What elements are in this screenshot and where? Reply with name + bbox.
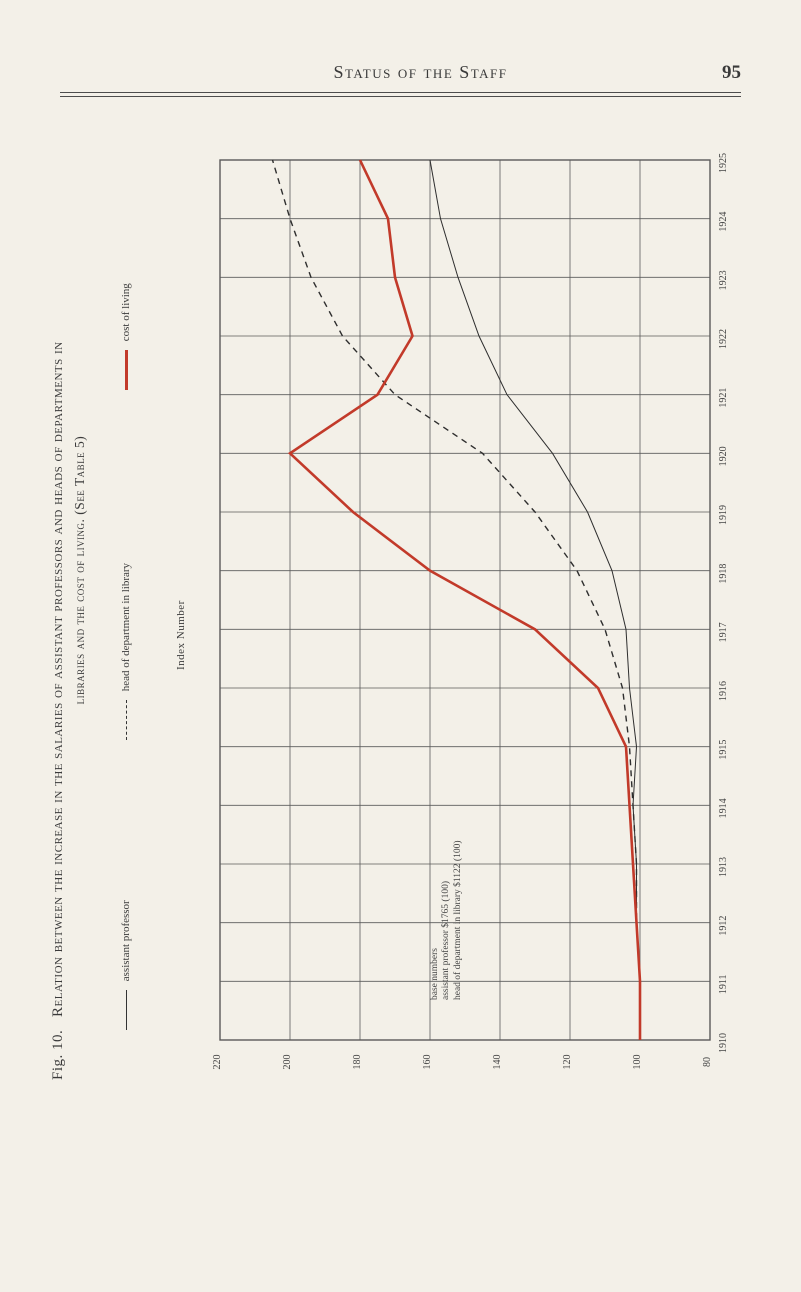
base-note-title: base numbers	[430, 948, 440, 1000]
legend-assistant-prof: assistant professor	[120, 900, 132, 1030]
year-tick-label: 1917	[718, 622, 729, 642]
index-tick-label: 220	[212, 1055, 223, 1070]
year-tick-label: 1913	[718, 857, 729, 877]
index-tick-label: 200	[282, 1055, 293, 1070]
year-tick-label: 1911	[718, 975, 729, 995]
figure-label-text: Fig. 10.	[50, 1030, 66, 1080]
year-tick-label: 1921	[718, 388, 729, 408]
running-head: Status of the Staff	[333, 62, 507, 83]
index-tick-label: 100	[632, 1055, 643, 1070]
index-tick-label: 120	[562, 1055, 573, 1070]
header-rule-heavy	[60, 92, 741, 93]
index-tick-label: 80	[702, 1057, 713, 1067]
index-tick-label: 140	[492, 1055, 503, 1070]
chart: 1910 1911 1912 1913 1914 1915 1916 1917 1918 1919…	[180, 150, 740, 1080]
figure-caption-2: libraries and the cost of living. (See T…	[72, 120, 88, 1020]
figure-caption-row2: libraries and the cost of living. (See T…	[72, 120, 88, 1020]
year-tick-label: 1924	[718, 212, 729, 232]
legend-label-1: assistant professor	[120, 900, 132, 981]
legend-label-3: cost of living	[120, 283, 132, 341]
page: Status of the Staff 95 Fig. 10. Relation…	[0, 0, 801, 1292]
figure-label: Fig. 10. Relation between the increase i…	[50, 341, 67, 1080]
legend-swatch-thin-line	[126, 990, 127, 1030]
year-tick-label: 1923	[718, 270, 729, 290]
legend-head-dept: head of department in library	[120, 563, 132, 740]
legend-swatch-dash-line	[126, 700, 127, 740]
year-tick-label: 1915	[718, 740, 729, 760]
running-head-row: Status of the Staff 95	[100, 62, 741, 90]
y-axis-title: Index Number	[175, 600, 187, 670]
base-note-l2: head of department in library $1122 (100…	[453, 840, 463, 1000]
year-tick-label: 1914	[718, 798, 729, 818]
year-tick-label: 1918	[718, 564, 729, 584]
year-tick-label: 1925	[718, 153, 729, 173]
year-tick-label: 1922	[718, 329, 729, 349]
year-tick-label: 1916	[718, 681, 729, 701]
figure-caption-1: Relation between the increase in the sal…	[50, 341, 66, 1017]
series-cost-of-living	[290, 160, 640, 1040]
year-tick-label: 1920	[718, 446, 729, 466]
legend-swatch-red-line	[125, 350, 128, 390]
header-rule-light	[60, 96, 741, 97]
index-tick-label: 180	[352, 1055, 363, 1070]
base-note-l1: assistant professor $1765 (100)	[441, 881, 451, 1000]
legend-label-2: head of department in library	[120, 563, 132, 691]
page-number: 95	[722, 62, 741, 84]
base-numbers-note: base numbers assistant professor $1765 (…	[430, 840, 464, 1000]
year-tick-label: 1912	[718, 916, 729, 936]
year-tick-label: 1919	[718, 505, 729, 525]
legend-cost-living: cost of living	[120, 283, 132, 390]
year-tick-label: 1910	[718, 1033, 729, 1053]
index-tick-label: 160	[422, 1055, 433, 1070]
